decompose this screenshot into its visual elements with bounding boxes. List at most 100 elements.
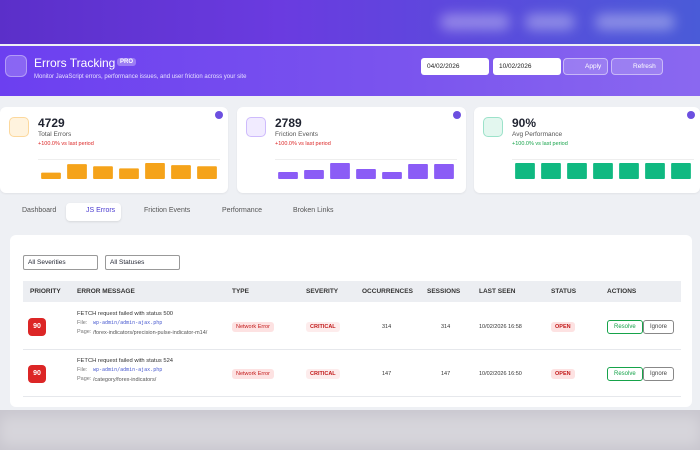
bar: [382, 172, 402, 179]
resolve-button[interactable]: Resolve: [607, 320, 643, 334]
refresh-button[interactable]: Refresh: [611, 58, 663, 75]
sessions: 314: [441, 324, 451, 330]
bar: [619, 163, 639, 179]
last-seen: 10/02/2026 16:50: [479, 371, 522, 377]
header: Errors Tracking PRO Monitor JavaScript e…: [0, 46, 700, 96]
card-label: Avg Performance: [512, 131, 563, 138]
stat-card: 2789 Friction Events +100.0% vs last perio…: [237, 107, 466, 193]
card-label: Friction Events: [275, 131, 318, 138]
table-row: 90 FETCH request failed with status 500 Fi…: [23, 304, 681, 350]
logo-icon: [5, 55, 27, 77]
page-label: Page:: [77, 376, 92, 382]
card-icon: [9, 117, 29, 137]
card-value: 4729: [38, 116, 65, 130]
bar: [145, 163, 165, 179]
bar: [541, 163, 561, 179]
blurred-block: [0, 416, 700, 446]
card-info: [453, 111, 461, 119]
bar: [645, 163, 665, 179]
error-message: FETCH request failed with status 524: [77, 358, 174, 364]
bar: [330, 163, 350, 179]
severity-pill: CRITICAL: [306, 369, 340, 379]
card-change: +100.0% vs last period: [512, 141, 568, 147]
card-icon: [483, 117, 503, 137]
card-icon: [246, 117, 266, 137]
table-row: 90 FETCH request failed with status 524 Fi…: [23, 351, 681, 397]
column-header: SEVERITY: [306, 288, 339, 295]
tab[interactable]: Dashboard: [22, 207, 57, 214]
tab[interactable]: JS Errors: [66, 203, 122, 221]
bar: [171, 165, 191, 179]
type-pill: Network Error: [232, 322, 274, 332]
card-value: 90%: [512, 116, 537, 130]
bar: [356, 169, 376, 179]
severity-pill: CRITICAL: [306, 322, 340, 332]
card-info: [215, 111, 223, 119]
bar: [671, 163, 691, 179]
card-info: [687, 111, 695, 119]
mini-chart: [275, 159, 457, 179]
type-pill: Network Error: [232, 369, 274, 379]
bar: [434, 164, 454, 179]
date-input[interactable]: 10/02/2026: [493, 58, 561, 75]
priority-badge: 90: [28, 365, 46, 383]
bar: [408, 164, 428, 179]
filter-select[interactable]: All Severities: [23, 255, 98, 270]
priority-badge: 90: [28, 318, 46, 336]
column-header: TYPE: [232, 288, 249, 295]
sessions: 147: [441, 371, 451, 377]
badge: PRO: [117, 58, 137, 66]
column-header: ACTIONS: [607, 288, 637, 295]
page-path: /category/forex-indicators/: [93, 377, 157, 383]
column-header: ERROR MESSAGE: [77, 288, 135, 295]
resolve-button[interactable]: Resolve: [607, 367, 643, 381]
page-label: Page:: [77, 329, 92, 335]
occurrences: 147: [382, 371, 392, 377]
card-change: +100.0% vs last period: [275, 141, 331, 147]
bar: [93, 166, 113, 179]
card-value: 2789: [275, 116, 302, 130]
column-header: SESSIONS: [427, 288, 461, 295]
ignore-button[interactable]: Ignore: [643, 367, 675, 381]
blurred-block: [595, 14, 675, 30]
errors-panel: PRIORITY ERROR MESSAGE TYPE SEVERITY OCCURRE…: [10, 235, 692, 407]
bar: [567, 163, 587, 179]
status-pill: OPEN: [551, 322, 575, 332]
tab[interactable]: Friction Events: [144, 207, 191, 214]
column-header: LAST SEEN: [479, 288, 516, 295]
last-seen: 10/02/2026 16:58: [479, 324, 522, 330]
blurred-footer: [0, 410, 700, 450]
stat-card: 90% Avg Performance +100.0% vs last period: [474, 107, 700, 193]
bar: [304, 170, 324, 179]
title: Errors Tracking: [34, 56, 116, 70]
table-header: PRIORITY ERROR MESSAGE TYPE SEVERITY OCCURRE…: [23, 281, 681, 302]
column-header: PRIORITY: [30, 288, 61, 295]
bar: [197, 166, 217, 179]
error-message: FETCH request failed with status 500: [77, 311, 174, 317]
tab[interactable]: Performance: [222, 207, 263, 214]
mini-chart: [38, 159, 220, 179]
blurred-block: [440, 14, 510, 30]
bar: [41, 172, 61, 179]
occurrences: 314: [382, 324, 392, 330]
file-label: File:: [77, 367, 88, 373]
top-bar: [0, 0, 700, 44]
card-label: Total Errors: [38, 131, 72, 138]
stat-card: 4729 Total Errors +100.0% vs last period: [0, 107, 228, 193]
bar: [515, 163, 535, 179]
tab[interactable]: Broken Links: [293, 207, 334, 214]
date-input[interactable]: 04/02/2026: [421, 58, 489, 75]
column-header: OCCURRENCES: [362, 288, 413, 295]
bar: [593, 163, 613, 179]
file-path: wp-admin/admin-ajax.php: [93, 320, 163, 326]
ignore-button[interactable]: Ignore: [643, 320, 675, 334]
bar: [67, 164, 87, 179]
card-change: +100.0% vs last period: [38, 141, 94, 147]
file-label: File:: [77, 320, 88, 326]
blurred-block: [525, 14, 575, 30]
filter-select[interactable]: All Statuses: [105, 255, 180, 270]
bar: [278, 172, 298, 179]
apply-button[interactable]: Apply: [563, 58, 609, 75]
